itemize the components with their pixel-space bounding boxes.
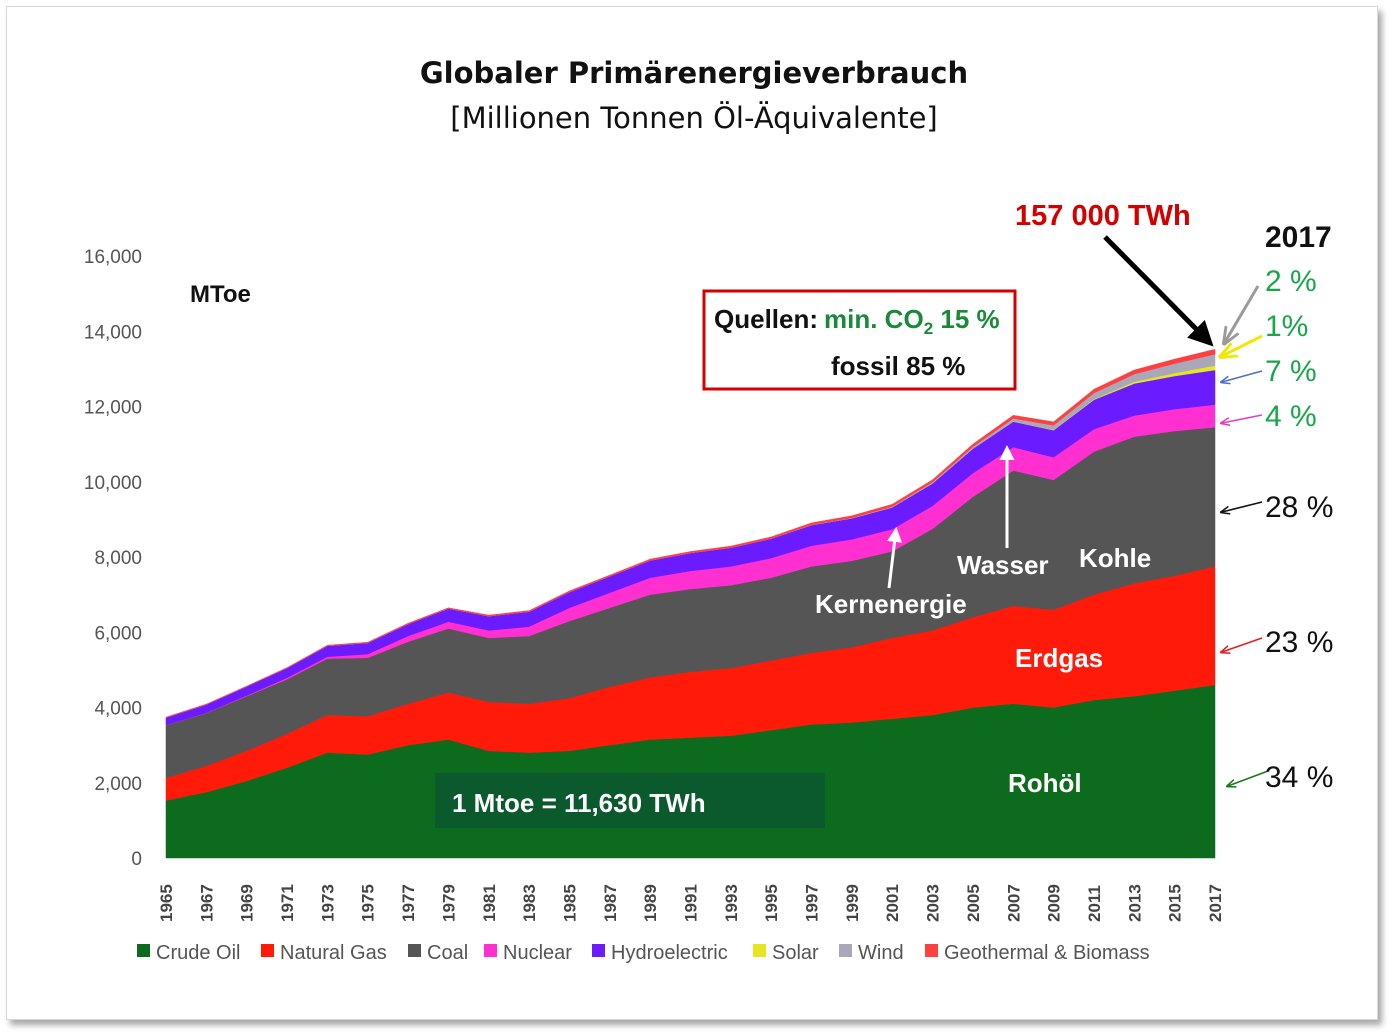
area-geothermal-biomass	[165, 348, 1216, 718]
y-tick-label: 6,000	[94, 623, 142, 644]
conversion-label: 1 Mtoe = 11,630 TWh	[452, 788, 706, 818]
x-tick-label: 2009	[1045, 884, 1064, 922]
x-tick-label: 2003	[924, 884, 943, 922]
unit-label: MToe	[190, 281, 251, 308]
label-hydro: Wasser	[957, 550, 1049, 580]
year-label: 2017	[1265, 221, 1332, 254]
x-tick-label: 2007	[1004, 884, 1023, 922]
legend-swatch	[753, 944, 766, 957]
sources-line2: fossil 85 %	[831, 351, 965, 381]
percent-label: 34 %	[1265, 761, 1333, 794]
area-series	[165, 348, 1216, 859]
label-oil: Rohöl	[1008, 768, 1082, 798]
x-tick-label: 2011	[1085, 885, 1104, 922]
x-tick-label: 1967	[197, 884, 216, 922]
legend-swatch	[261, 944, 274, 957]
percent-arrow	[1228, 770, 1269, 786]
chart-subtitle: [Millionen Tonnen Öl-Äquivalente]	[450, 101, 937, 135]
percent-arrow	[1222, 334, 1263, 356]
y-tick-label: 8,000	[94, 548, 142, 569]
percent-label: 7 %	[1265, 355, 1317, 388]
percent-arrow	[1222, 370, 1263, 382]
nuclear-arrow	[887, 527, 903, 589]
x-tick-label: 1983	[520, 884, 539, 922]
legend: Crude Oil Natural Gas Coal Nuclear Hydroelec…	[137, 942, 1150, 964]
label-nuclear: Kernenergie	[815, 589, 967, 619]
legend-label: Nuclear	[503, 942, 572, 964]
x-tick-label: 1985	[561, 884, 580, 922]
legend-swatch	[592, 944, 605, 957]
sources-min-co: min. CO	[824, 304, 924, 334]
legend-swatch	[484, 944, 497, 957]
percent-labels: 2 % 1% 7 % 4 % 28 % 23 % 34 %	[1222, 265, 1333, 794]
legend-swatch	[839, 944, 852, 957]
x-tick-label: 1969	[238, 884, 257, 922]
x-tick-label: 2017	[1206, 884, 1225, 922]
x-tick-label: 2013	[1125, 884, 1144, 922]
sources-prefix: Quellen:	[714, 304, 818, 334]
x-tick-label: 1965	[157, 884, 176, 922]
y-tick-label: 10,000	[84, 473, 142, 494]
sources-pct: 15 %	[933, 304, 1000, 334]
legend-label: Geothermal & Biomass	[944, 942, 1150, 964]
x-tick-label: 1995	[762, 884, 781, 922]
legend-swatch	[137, 944, 150, 957]
sources-line1: Quellen: min. CO2 15 %	[714, 304, 1000, 338]
total-twh-label: 157 000 TWh	[1015, 200, 1191, 232]
y-tick-label: 12,000	[84, 398, 142, 419]
percent-arrow	[1222, 501, 1263, 512]
chart-title: Globaler Primärenergieverbrauch	[420, 56, 968, 90]
y-tick-label: 4,000	[94, 699, 142, 720]
label-coal: Kohle	[1079, 543, 1151, 573]
conversion-box: 1 Mtoe = 11,630 TWh	[435, 773, 825, 828]
legend-swatch	[925, 944, 938, 957]
legend-swatch	[408, 944, 421, 957]
x-tick-label: 2015	[1166, 884, 1185, 922]
percent-label: 2 %	[1265, 265, 1317, 298]
percent-label: 4 %	[1265, 400, 1317, 433]
percent-label: 1%	[1265, 310, 1308, 343]
x-tick-label: 1979	[439, 884, 458, 922]
x-tick-label: 1975	[359, 884, 378, 922]
x-tick-label: 1977	[399, 884, 418, 922]
sources-box-border	[702, 289, 1017, 391]
x-tick-label: 1989	[641, 884, 660, 922]
y-tick-label: 2,000	[94, 774, 142, 795]
legend-label: Wind	[858, 942, 904, 964]
total-arrow	[1103, 235, 1214, 347]
legend-label: Coal	[427, 942, 468, 964]
x-tick-label: 1973	[318, 884, 337, 922]
percent-arrow	[1222, 414, 1263, 423]
legend-label: Crude Oil	[156, 942, 240, 964]
x-axis: 1965 1967 1969 1971 1973 1975 1977 1979 1981 1983…	[157, 884, 1225, 922]
percent-label: 28 %	[1265, 491, 1333, 524]
label-gas: Erdgas	[1015, 643, 1103, 673]
x-tick-label: 1993	[722, 884, 741, 922]
y-tick-label: 14,000	[84, 322, 142, 343]
legend-label: Hydroelectric	[611, 942, 728, 964]
legend-label: Solar	[772, 942, 819, 964]
x-tick-label: 1999	[843, 884, 862, 922]
x-tick-label: 1981	[480, 884, 499, 922]
y-axis: 0 2,000 4,000 6,000 8,000 10,000 12,000 14,000 1…	[84, 247, 142, 870]
legend-label: Natural Gas	[280, 942, 387, 964]
x-tick-label: 1971	[278, 884, 297, 922]
x-tick-label: 2005	[964, 884, 983, 922]
percent-arrow	[1222, 637, 1263, 652]
percent-arrow	[1225, 285, 1260, 342]
sources-box: Quellen: min. CO2 15 % fossil 85 %	[702, 289, 1017, 391]
x-tick-label: 1991	[682, 884, 701, 922]
x-tick-label: 1987	[601, 884, 620, 922]
x-tick-label: 1997	[803, 884, 822, 922]
percent-label: 23 %	[1265, 626, 1333, 659]
x-tick-label: 2001	[883, 884, 902, 922]
sources-sub: 2	[924, 319, 933, 338]
y-tick-label: 16,000	[84, 247, 142, 268]
y-tick-label: 0	[131, 849, 142, 870]
conversion-box-bg	[435, 773, 825, 828]
